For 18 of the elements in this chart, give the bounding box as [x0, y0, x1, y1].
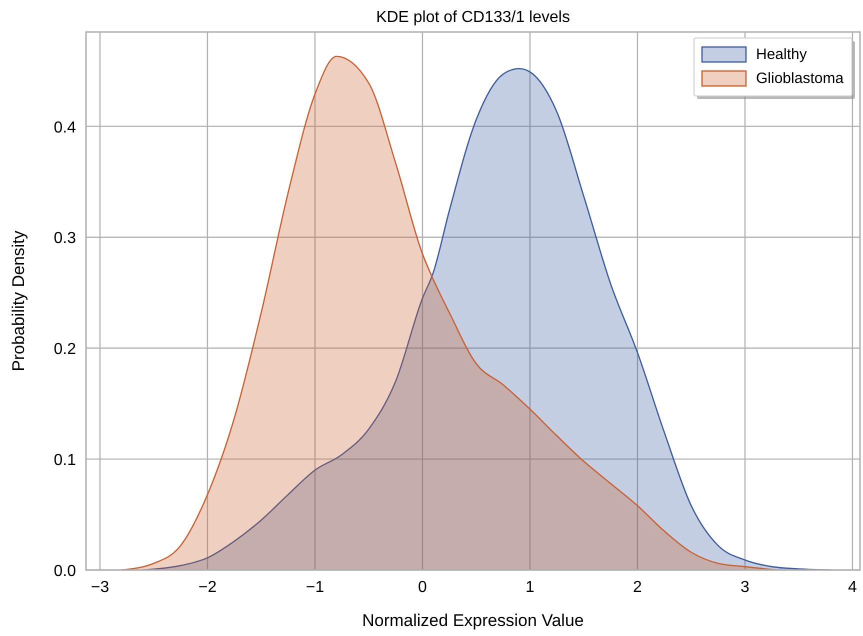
x-tick-label: 2	[633, 579, 642, 596]
y-tick-label: 0.2	[54, 341, 76, 358]
y-tick-label: 0.1	[54, 452, 76, 470]
y-tick-label: 0.4	[54, 119, 76, 136]
x-tick-label: −2	[198, 579, 217, 596]
x-tick-label: −1	[306, 579, 324, 596]
legend-label: Healthy	[756, 46, 808, 63]
legend-label: Glioblastoma	[756, 70, 844, 87]
x-tick-label: 1	[526, 579, 535, 596]
y-tick-label: 0.0	[54, 563, 76, 580]
chart-title: KDE plot of CD133/1 levels	[376, 9, 570, 26]
x-tick-label: 0	[418, 579, 428, 596]
x-tick-label: 4	[848, 579, 858, 596]
y-axis-title: Probability Density	[9, 230, 28, 372]
x-tick-label: 3	[740, 579, 750, 596]
y-tick-label: 0.3	[54, 230, 76, 248]
x-axis-title: Normalized Expression Value	[362, 611, 584, 630]
x-tick-label: −3	[90, 579, 110, 596]
